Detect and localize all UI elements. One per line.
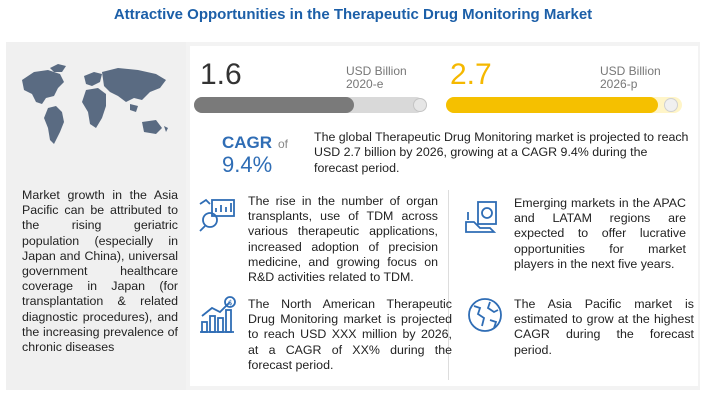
bar-2020-knob xyxy=(413,98,427,112)
bar-2020-fill xyxy=(194,97,354,113)
point-north-america: The North American Therapeutic Drug Moni… xyxy=(248,297,452,372)
point-asia-pacific: The Asia Pacific market is estimated to … xyxy=(514,297,694,357)
market-unit-2020: USD Billion xyxy=(346,64,407,78)
bar-2026-knob xyxy=(664,98,678,112)
market-year-2026: 2026-p xyxy=(600,77,638,91)
market-year-2020: 2020-e xyxy=(346,77,384,91)
svg-text:$: $ xyxy=(228,299,232,307)
market-value-2020: 1.6 xyxy=(200,58,242,91)
cagr-label: CAGR xyxy=(222,133,273,152)
cagr-value: 9.4% xyxy=(222,152,273,177)
left-panel-text: Market growth in the Asia Pacific can be… xyxy=(22,188,178,355)
money-growth-chart-icon: $ xyxy=(200,296,236,333)
market-summary: The global Therapeutic Drug Monitoring m… xyxy=(314,130,689,175)
world-map-icon xyxy=(22,64,168,144)
point-emerging-markets: Emerging markets in the APAC and LATAM r… xyxy=(514,196,686,271)
market-value-2026: 2.7 xyxy=(450,58,492,91)
money-in-hand-icon xyxy=(465,201,497,233)
column-divider xyxy=(448,190,449,380)
analytics-magnifier-icon xyxy=(199,198,235,232)
page-title: Attractive Opportunities in the Therapeu… xyxy=(113,6,593,23)
globe-icon xyxy=(468,298,502,332)
cagr-of: of xyxy=(278,137,289,151)
point-transplants: The rise in the number of organ transpla… xyxy=(248,194,438,285)
bar-2026-fill xyxy=(446,97,658,113)
market-unit-2026: USD Billion xyxy=(600,64,661,78)
